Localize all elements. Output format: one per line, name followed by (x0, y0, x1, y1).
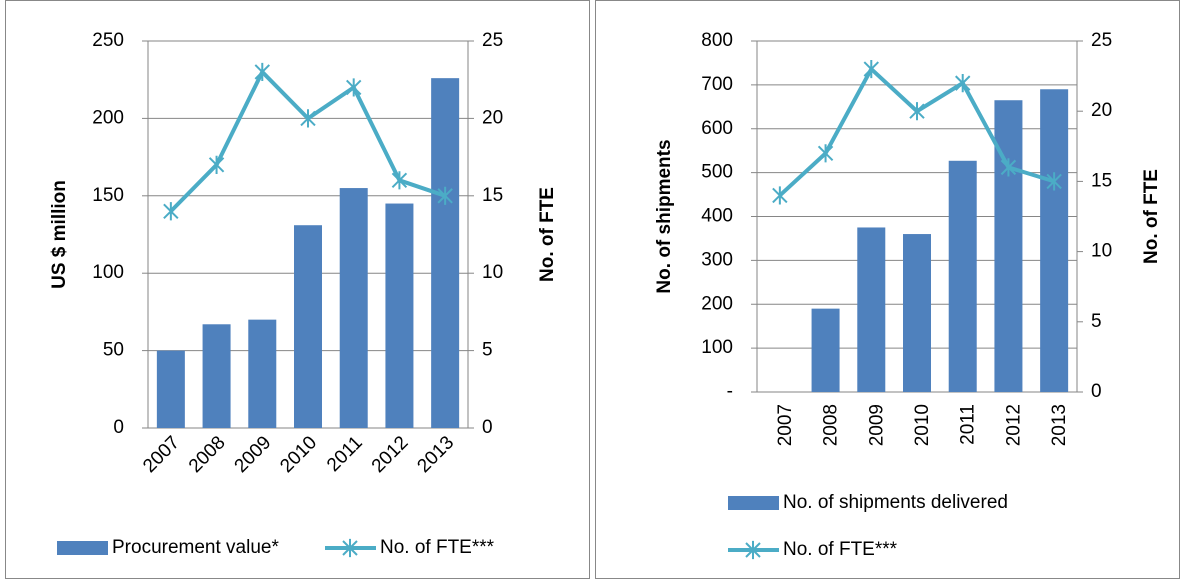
marker (772, 186, 788, 205)
x-tick-label: 2012 (1003, 404, 1024, 446)
marker (437, 186, 453, 205)
y2-tick-label: 15 (1091, 170, 1112, 191)
legend-label: No. of FTE*** (783, 539, 898, 560)
bar (339, 188, 368, 428)
legend-label: No. of shipments delivered (783, 492, 1008, 513)
y2-tick-label: 25 (482, 30, 503, 51)
y-tick-label: 600 (701, 118, 733, 139)
bar (857, 227, 886, 392)
x-tick-label: 2008 (821, 404, 842, 446)
legend-swatch (728, 496, 779, 510)
y2-tick-label: 20 (1091, 100, 1112, 121)
bar (811, 308, 840, 392)
x-tick-label: 2013 (1049, 404, 1070, 446)
marker (817, 144, 834, 163)
y2-tick-label: 20 (482, 107, 503, 128)
y-tick-label: 0 (113, 417, 124, 438)
marker (863, 59, 879, 79)
x-tick-label: 2011 (958, 404, 979, 445)
legend-marker (745, 540, 761, 560)
legend-marker (342, 538, 358, 558)
marker (909, 102, 925, 121)
x-tick-label: 2007 (775, 404, 796, 446)
marker (163, 202, 179, 221)
bar (948, 160, 977, 392)
y-tick-label: 50 (103, 340, 124, 361)
legend-swatch (57, 541, 108, 555)
y2-axis-label: No. of FTE (537, 187, 558, 282)
y-tick-label: 150 (92, 185, 124, 206)
marker (955, 74, 971, 93)
x-tick-label: 2008 (185, 432, 230, 477)
y2-tick-label: 10 (482, 262, 503, 283)
bar (202, 324, 231, 428)
y2-tick-label: 10 (1091, 241, 1112, 262)
bar (248, 319, 277, 428)
marker (346, 78, 362, 97)
x-tick-label: 2013 (413, 432, 458, 477)
bar (385, 203, 414, 428)
bar (431, 78, 460, 428)
x-tick-label: 2012 (368, 432, 413, 477)
marker (300, 109, 316, 128)
y2-axis-label: No. of FTE (1141, 169, 1162, 264)
x-tick-label: 2009 (231, 432, 276, 477)
bar (294, 225, 322, 428)
y2-tick-label: 0 (482, 417, 493, 438)
y-tick-label: 300 (701, 249, 733, 270)
line (169, 68, 446, 213)
y-tick-label: 500 (701, 162, 733, 183)
y-axis-label: No. of shipments (654, 139, 675, 293)
bar (994, 100, 1023, 392)
marker (1046, 172, 1062, 191)
x-tick-label: 2011 (323, 432, 367, 476)
y-tick-label: 200 (92, 107, 124, 128)
bar (1040, 89, 1069, 392)
y-tick-label: 800 (701, 30, 733, 51)
y-tick-label: 100 (701, 337, 733, 358)
y2-tick-label: 5 (482, 340, 493, 361)
marker (391, 171, 408, 190)
bar (156, 350, 185, 428)
y2-tick-label: 25 (1091, 30, 1112, 51)
y-tick-label: 100 (92, 262, 124, 283)
y2-tick-label: 0 (1091, 381, 1102, 402)
x-tick-label: 2010 (912, 404, 933, 446)
marker (1000, 158, 1017, 177)
marker (254, 62, 270, 82)
legend-label: No. of FTE*** (380, 537, 495, 558)
x-tick-label: 2009 (866, 404, 887, 446)
marker (208, 155, 225, 174)
y2-tick-label: 15 (482, 185, 503, 206)
y-tick-label: - (727, 381, 733, 402)
legend-label: Procurement value* (112, 537, 279, 558)
y-tick-label: 400 (701, 206, 733, 227)
y-axis-label: US $ million (49, 180, 70, 289)
y-tick-label: 200 (701, 293, 733, 314)
y-tick-label: 250 (92, 30, 124, 51)
y2-tick-label: 5 (1091, 311, 1102, 332)
bar (903, 234, 931, 392)
x-tick-label: 2010 (276, 432, 321, 477)
x-tick-label: 2007 (139, 432, 184, 477)
y-tick-label: 700 (701, 74, 733, 95)
